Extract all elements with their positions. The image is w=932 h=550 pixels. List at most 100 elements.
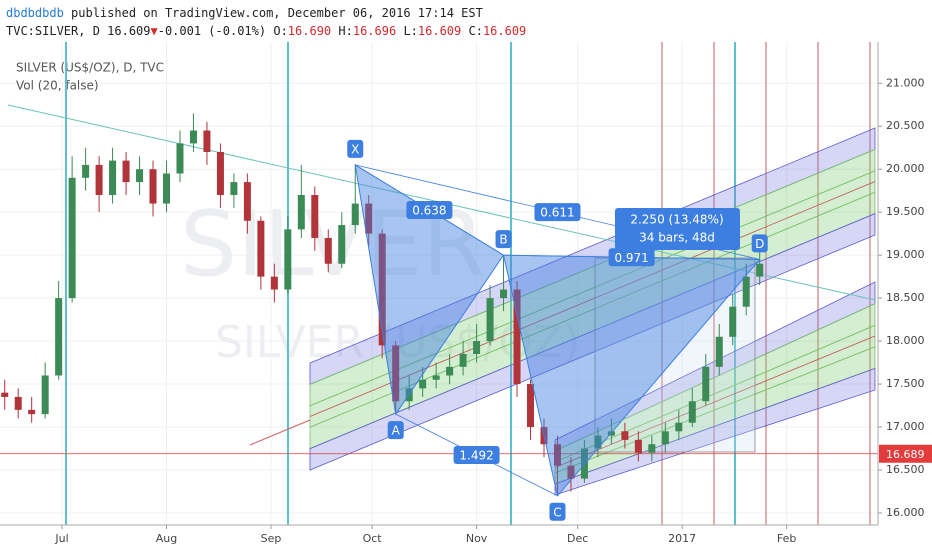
candle-body — [500, 289, 508, 299]
y-tick-label: 18.000 — [886, 334, 925, 347]
measure-label: 34 bars, 48d — [639, 231, 715, 245]
candle-body — [365, 203, 373, 234]
candle-body — [162, 173, 170, 204]
y-tick-label: 16.000 — [886, 506, 925, 519]
point-box — [387, 421, 404, 440]
candle-body — [203, 130, 211, 153]
candle-body — [189, 130, 197, 144]
last-price-label: 16.689 — [886, 448, 925, 461]
down-arrow: ▼ — [150, 24, 158, 38]
measure-label: 2.250 (13.48%) — [630, 213, 723, 227]
published: published on TradingView.com, December 0… — [63, 6, 483, 20]
y-tick-label: 18.500 — [886, 291, 925, 304]
point-box — [347, 139, 364, 158]
ratio-label: 1.492 — [459, 448, 493, 462]
candle-body — [149, 169, 157, 204]
ohlc-key: C: — [468, 24, 483, 38]
candle-body — [1, 392, 9, 397]
candle-body — [392, 345, 400, 402]
candle-body — [527, 384, 535, 428]
candle-body — [419, 379, 427, 389]
candle-body — [567, 465, 575, 479]
candle-body — [216, 152, 224, 195]
candle-body — [28, 409, 36, 415]
x-tick-label: Jul — [54, 532, 68, 545]
candle-body — [257, 220, 265, 277]
point-label: D — [755, 237, 764, 251]
symbol: TVC:SILVER, D 16.609 — [6, 24, 151, 38]
point-label: C — [553, 505, 561, 519]
ratio-box — [534, 203, 581, 222]
channel-band — [309, 213, 876, 471]
point-label: A — [392, 424, 401, 438]
candle-body — [243, 182, 251, 221]
candle-body — [95, 164, 103, 195]
x-tick-label: Dec — [567, 532, 588, 545]
candle-body — [459, 353, 467, 367]
candle-body — [82, 164, 90, 178]
y-tick-label: 17.000 — [886, 420, 925, 433]
candle-body — [55, 298, 63, 376]
candle-body — [594, 435, 602, 449]
y-tick-label: 17.500 — [886, 377, 925, 390]
candle-body — [338, 225, 346, 264]
candle-body — [284, 229, 292, 290]
x-tick-label: Sep — [261, 532, 282, 545]
channel-median — [554, 335, 876, 468]
ohlc-key: L: — [403, 24, 418, 38]
channel-median — [309, 181, 876, 417]
point-box — [751, 234, 768, 253]
candle-body — [109, 160, 117, 195]
candle-body — [634, 439, 642, 453]
ohlc: O:16.690 H:16.696 L:16.609 C:16.609 — [273, 24, 533, 38]
candle-body — [675, 422, 683, 432]
point-label: B — [499, 233, 507, 247]
ohlc-value: 16.609 — [417, 24, 462, 38]
candle-body — [648, 444, 656, 453]
candle-body — [486, 298, 494, 342]
channel-band — [554, 367, 876, 496]
candle-body — [661, 431, 669, 445]
candle-body — [432, 375, 440, 380]
candle-body — [729, 306, 737, 337]
header: dbdbdbdb published on TradingView.com, D… — [0, 0, 932, 42]
candle-body — [311, 194, 319, 238]
candle-body — [473, 341, 481, 354]
ratio-label: 0.971 — [614, 251, 648, 265]
ratio-box — [608, 248, 655, 267]
y-tick-label: 16.500 — [886, 463, 925, 476]
ohlc-value: 16.696 — [352, 24, 397, 38]
point-box — [549, 502, 566, 521]
ohlc-key: H: — [338, 24, 353, 38]
y-tick-label: 20.500 — [886, 119, 925, 132]
y-tick-label: 19.000 — [886, 248, 925, 261]
x-tick-label: Feb — [777, 532, 796, 545]
candle-body — [351, 203, 359, 226]
candle-body — [688, 401, 696, 423]
last-price-tag — [879, 444, 932, 463]
ohlc-key: O: — [273, 24, 288, 38]
ratio-box — [453, 445, 500, 464]
candle-body — [702, 366, 710, 402]
candle-body — [41, 375, 49, 415]
x-tick-label: 2017 — [668, 532, 696, 545]
x-tick-label: Oct — [363, 532, 383, 545]
point-box — [495, 230, 512, 249]
candle-body — [270, 276, 278, 290]
candle-body — [324, 237, 332, 264]
candle-body — [446, 366, 454, 376]
ohlc-value: 16.690 — [287, 24, 332, 38]
author: dbdbdbdb — [6, 6, 64, 20]
candle-body — [297, 194, 305, 230]
measure-box — [615, 208, 740, 250]
ratio-label: 0.611 — [540, 206, 574, 220]
y-tick-label: 19.500 — [886, 205, 925, 218]
candle-body — [136, 169, 144, 183]
legend-entry: Vol (20, false) — [16, 79, 99, 93]
y-tick-label: 20.000 — [886, 162, 925, 175]
symbol-line: TVC:SILVER, D 16.609▼-0.001 (-0.01%) O:1… — [6, 24, 534, 38]
candle-body — [513, 289, 521, 385]
ratio-box — [406, 201, 453, 220]
candle-body — [715, 336, 723, 367]
